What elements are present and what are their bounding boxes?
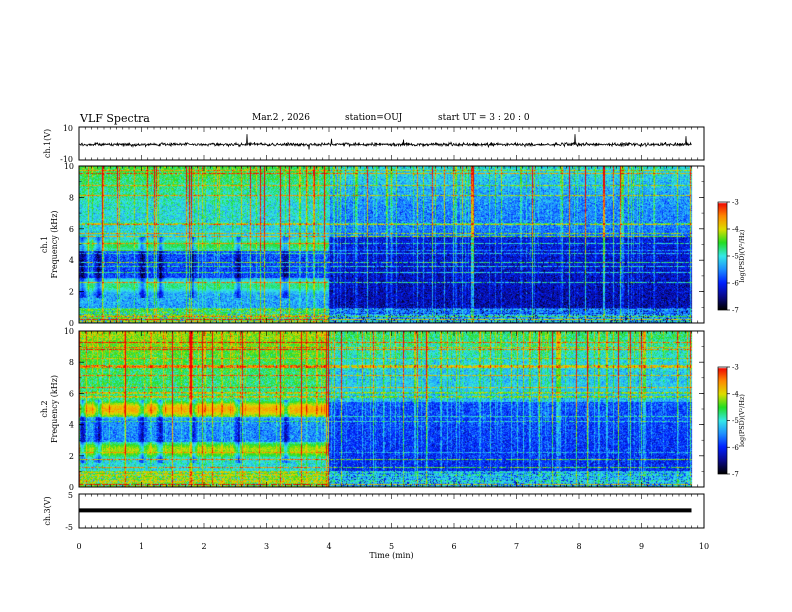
chart-title: VLF Spectra <box>80 112 150 125</box>
x-tick-label: 0 <box>76 542 81 551</box>
ch2-spectrogram-colorbar-tick-label: -5 <box>732 417 739 425</box>
ch1-spectrogram-ylabel-frequency: Frequency (kHz) <box>50 210 59 278</box>
start-time-label: start UT = 3 : 20 : 0 <box>438 113 530 123</box>
ch2-spectrogram-ylabel-channel: ch.2 <box>40 400 49 417</box>
ch2-spectrogram-ylabel-frequency: Frequency (kHz) <box>50 375 59 443</box>
ch3-waveform-ylabel: ch.3(V) <box>43 496 52 525</box>
ch3-waveform-ytick-label-bottom: -5 <box>65 523 73 532</box>
ch1-spectrogram-colorbar-tick-label: -6 <box>732 280 739 288</box>
ch2-spectrogram-ytick-label: 4 <box>69 421 74 430</box>
x-tick-label: 3 <box>264 542 269 551</box>
ch1-waveform-ytick-label-top: 10 <box>63 124 73 133</box>
ch1-spectrogram-colorbar-tick-label: -7 <box>732 307 739 315</box>
x-tick-label: 2 <box>201 542 206 551</box>
ch1-spectrogram-colorbar <box>718 202 727 310</box>
ch1-spectrogram-ytick-label: 2 <box>69 288 74 297</box>
ch2-spectrogram-image <box>79 331 704 487</box>
ch2-spectrogram-colorbar-label: log(PSD)(V²/Hz) <box>738 394 746 447</box>
ch2-spectrogram-ytick-label: 6 <box>69 389 74 398</box>
ch3-waveform-ytick-label-top: 5 <box>68 491 73 500</box>
ch2-spectrogram-ytick-label: 10 <box>64 327 74 336</box>
x-tick-label: 8 <box>576 542 581 551</box>
ch2-spectrogram-colorbar-tick-label: -6 <box>732 444 739 452</box>
x-tick-label: 4 <box>326 542 331 551</box>
ch1-trace <box>78 134 692 150</box>
x-tick-label: 6 <box>451 542 456 551</box>
ch2-spectrogram-ytick-label: 0 <box>69 483 74 492</box>
ch2-spectrogram-colorbar-tick-label: -3 <box>732 364 739 372</box>
date-label: Mar.2 , 2026 <box>252 113 310 123</box>
ch2-spectrogram-ytick-label: 2 <box>69 452 74 461</box>
station-label: station=OUJ <box>345 113 403 123</box>
ch1-spectrogram-ytick-label: 8 <box>69 193 74 202</box>
x-tick-label: 10 <box>699 542 709 551</box>
ch1-spectrogram-ytick-label: 10 <box>64 162 74 171</box>
ch1-spectrogram-ytick-label: 4 <box>69 256 74 265</box>
x-tick-label: 9 <box>639 542 644 551</box>
ch2-spectrogram-colorbar <box>718 367 727 474</box>
ch1-spectrogram-colorbar-tick-label: -3 <box>732 199 739 207</box>
ch1-waveform-ylabel: ch.1(V) <box>43 129 52 158</box>
ch2-spectrogram-colorbar-tick-label: -7 <box>732 471 739 479</box>
ch1-spectrogram-ytick-label: 0 <box>69 319 74 328</box>
ch1-spectrogram-colorbar-label: log(PSD)(V²/Hz) <box>738 229 746 282</box>
ch1-spectrogram-colorbar-tick-label: -4 <box>732 226 739 234</box>
ch2-spectrogram-ytick-label: 8 <box>69 358 74 367</box>
x-tick-label: 1 <box>139 542 144 551</box>
x-axis-label: Time (min) <box>369 551 413 560</box>
ch1-spectrogram-image <box>79 166 704 323</box>
ch1-spectrogram-colorbar-tick-label: -5 <box>732 253 739 261</box>
ch1-waveform-ytick-label-bottom: -10 <box>60 155 73 164</box>
ch2-spectrogram-colorbar-tick-label: -4 <box>732 390 739 398</box>
x-tick-label: 5 <box>389 542 394 551</box>
ch1-spectrogram-ytick-label: 6 <box>69 225 74 234</box>
ch1-spectrogram-ylabel-channel: ch.1 <box>40 236 49 253</box>
x-tick-label: 7 <box>514 542 519 551</box>
